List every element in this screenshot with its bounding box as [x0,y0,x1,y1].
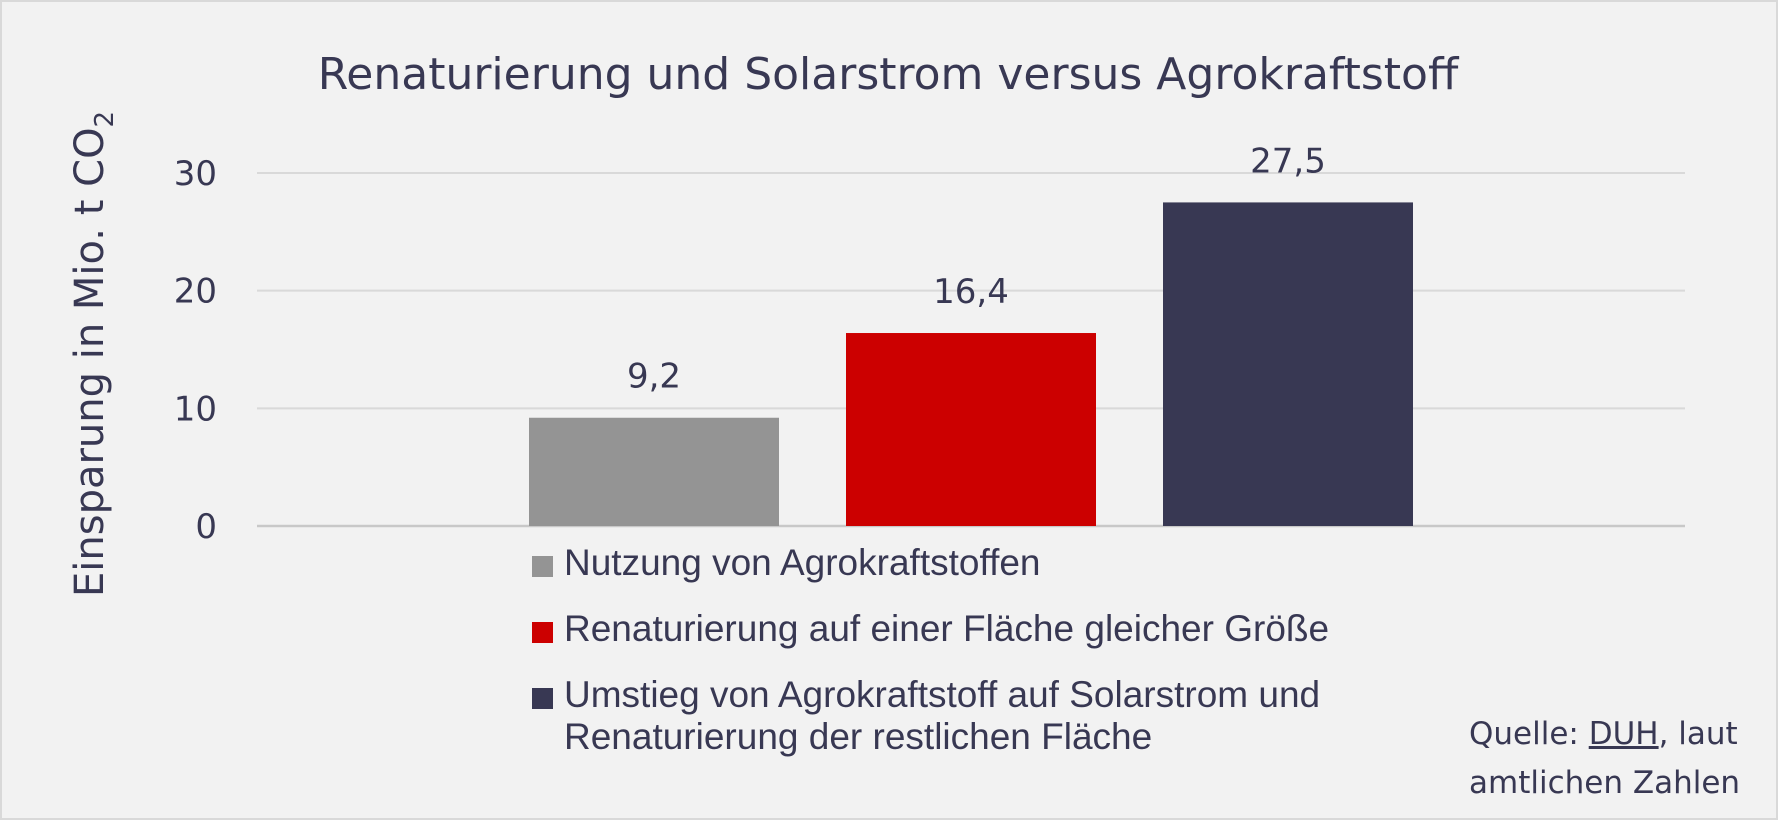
data-label: 16,4 [933,272,1009,312]
legend-item: Umstieg von Agrokraftstoff auf Solarstro… [532,674,1464,758]
bars [529,202,1413,526]
y-axis-title-subscript: 2 [90,111,120,128]
legend-label: Nutzung von Agrokraftstoffen [564,542,1041,583]
bar [846,333,1096,526]
y-tick-label: 30 [174,154,217,194]
y-axis-title: Einsparung in Mio. t CO2 [67,111,120,597]
legend-item: Renaturierung auf einer Fläche gleicher … [532,608,1464,650]
legend-swatch-red [532,622,553,643]
source-suffix: , laut amtlichen Zahlen [1469,716,1741,801]
y-tick-label: 0 [195,507,217,547]
legend-swatch-gray [532,556,553,577]
data-label: 27,5 [1250,141,1326,181]
y-axis-title-text: Einsparung in Mio. t CO [67,127,113,597]
chart-title: Renaturierung und Solarstrom versus Agro… [318,49,1460,100]
y-axis-ticks: 0 10 20 30 [174,154,217,547]
legend-label: Umstieg von Agrokraftstoff auf Solarstro… [564,674,1321,757]
source-link[interactable]: DUH [1588,716,1659,752]
legend-label: Renaturierung auf einer Fläche gleicher … [564,608,1330,649]
y-tick-label: 20 [174,272,217,312]
data-label: 9,2 [627,357,681,397]
legend-swatch-navy [532,688,553,709]
bar [1163,202,1413,526]
bar [529,417,779,526]
data-labels: 9,2 16,4 27,5 [627,141,1326,396]
y-tick-label: 10 [174,389,217,429]
source-prefix: Quelle: [1469,716,1589,752]
source-note: Quelle: DUH, laut amtlichen Zahlen [1469,710,1769,808]
legend-item: Nutzung von Agrokraftstoffen [532,542,1464,584]
legend: Nutzung von Agrokraftstoffen Renaturieru… [532,542,1464,782]
